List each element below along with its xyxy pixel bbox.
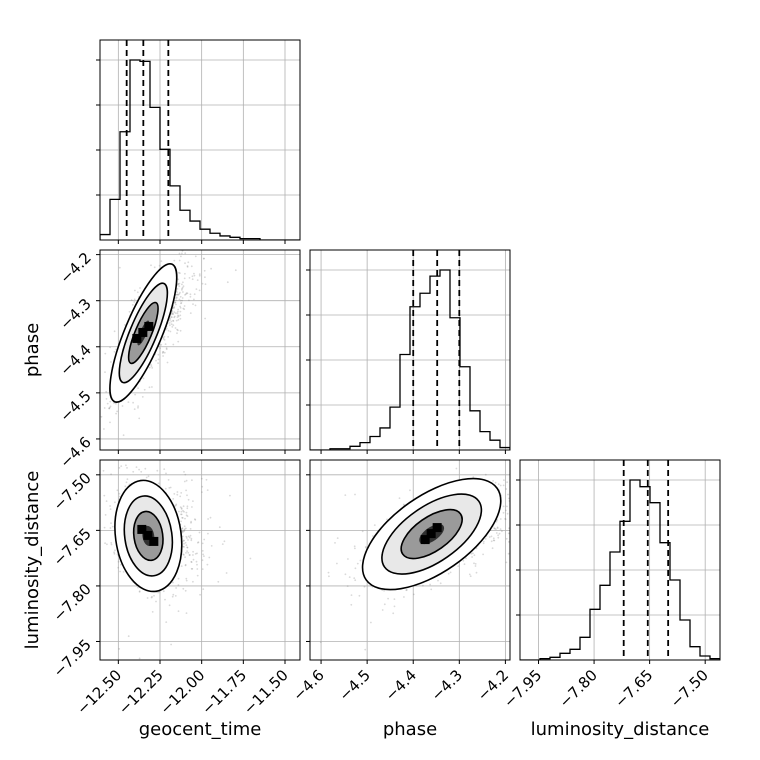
ytick-label: −4.6 [56, 433, 94, 471]
density-peak-pixel [144, 321, 154, 331]
density-peak-pixel [138, 327, 148, 337]
xlabel-geocent-time: geocent_time [139, 719, 262, 740]
xtick-label: −4.4 [382, 666, 420, 704]
histogram-phase [310, 269, 510, 450]
scatter-samples [319, 467, 510, 651]
panel-phase-hist [306, 249, 511, 454]
ylabel-luminosity-distance: luminosity_distance [22, 471, 43, 650]
xtick-label: −12.50 [73, 666, 125, 718]
ylabel-phase: phase [22, 323, 43, 377]
panel-geocent_time-vs-phase: −4.6 −4.5 −4.4 −4.3 −4.2 [56, 249, 301, 472]
panel-frame [99, 39, 301, 241]
xtick-label: −4.3 [428, 666, 466, 704]
xtick-label: −11.75 [198, 666, 250, 718]
scatter-samples [100, 250, 237, 437]
panel-geocent_time-hist [96, 39, 301, 244]
histogram-geocent_time [100, 59, 300, 240]
xtick-label: −7.80 [556, 666, 601, 711]
ytick-label: −7.80 [50, 580, 95, 625]
xtick-label: −11.50 [240, 666, 292, 718]
histogram-luminosity_distance [520, 479, 720, 660]
xtick-label: −7.65 [611, 666, 656, 711]
xtick-label: −12.25 [115, 666, 167, 718]
panel-luminosity_distance-hist: −7.95 −7.80 −7.65 −7.50 [500, 459, 721, 711]
density-peak-pixel [149, 536, 159, 546]
density-peak-pixel [137, 524, 147, 534]
panel-frame [309, 459, 511, 661]
panel-frame [309, 249, 511, 451]
scatter-samples [102, 464, 252, 660]
density-peak-pixel [426, 529, 436, 539]
xtick-label: −4.6 [289, 666, 327, 704]
ytick-label: −4.5 [56, 387, 94, 425]
panel-frame [99, 459, 301, 661]
xtick-label: −4.5 [335, 666, 373, 704]
ytick-label: −7.65 [50, 524, 95, 569]
ytick-label: −7.95 [50, 636, 95, 681]
ytick-label: −4.4 [56, 341, 94, 379]
xlabel-phase: phase [383, 719, 437, 740]
xtick-label: −12.00 [157, 666, 209, 718]
panel-geocent_time-vs-luminosity_distance: −12.50−12.25−12.00−11.75−11.50 −7.95 −7.80… [50, 459, 301, 718]
xtick-label: −7.50 [667, 666, 712, 711]
density-peak-pixel [132, 333, 142, 343]
ytick-label: −4.3 [56, 295, 94, 333]
panel-frame [519, 459, 721, 661]
density-peak-pixel [143, 530, 153, 540]
xlabel-luminosity-distance: luminosity_distance [531, 719, 710, 740]
xtick-label: −7.95 [500, 666, 545, 711]
ytick-label: −7.50 [50, 469, 95, 514]
density-peak-pixel [420, 535, 430, 545]
panel-frame [99, 249, 301, 451]
ytick-label: −4.2 [56, 249, 94, 287]
density-peak-pixel [432, 523, 442, 533]
